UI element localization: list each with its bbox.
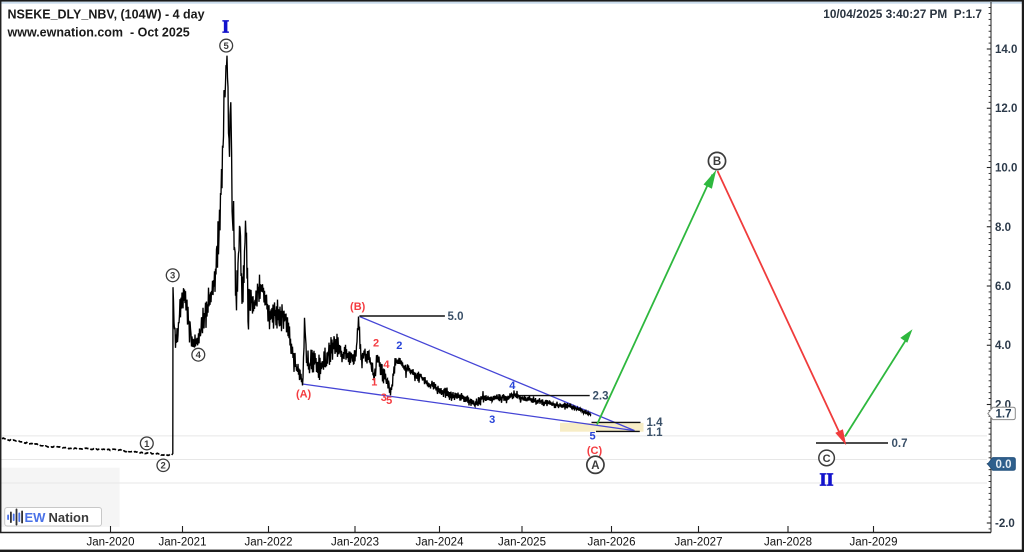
svg-text:2.3: 2.3 <box>593 391 609 403</box>
svg-text:5: 5 <box>386 395 392 407</box>
svg-text:1: 1 <box>371 377 377 389</box>
svg-text:I: I <box>222 17 229 37</box>
svg-text:2: 2 <box>161 461 166 472</box>
svg-text:4: 4 <box>383 359 390 371</box>
svg-text:NSEKE_DLY_NBV, (104W) - 4 day: NSEKE_DLY_NBV, (104W) - 4 day <box>8 8 205 22</box>
svg-text:Nation: Nation <box>49 510 90 525</box>
svg-text:Jan-2028: Jan-2028 <box>764 537 812 549</box>
svg-text:B: B <box>713 156 721 168</box>
svg-text:5.0: 5.0 <box>448 311 464 323</box>
svg-text:Jan-2025: Jan-2025 <box>498 537 546 549</box>
svg-text:3: 3 <box>381 392 387 404</box>
svg-text:www.ewnation.com - Oct 2025: www.ewnation.com - Oct 2025 <box>7 26 190 40</box>
svg-text:(B): (B) <box>350 301 366 313</box>
svg-text:1: 1 <box>144 439 150 450</box>
svg-text:8.0: 8.0 <box>995 222 1011 234</box>
svg-text:Jan-2029: Jan-2029 <box>850 537 898 549</box>
svg-text:10/04/2025 3:40:27 PM P:1.7: 10/04/2025 3:40:27 PM P:1.7 <box>823 7 982 21</box>
svg-text:2: 2 <box>396 340 402 352</box>
svg-text:II: II <box>819 470 833 490</box>
svg-text:1.7: 1.7 <box>996 408 1012 420</box>
svg-text:14.0: 14.0 <box>995 44 1017 56</box>
svg-text:6.0: 6.0 <box>995 281 1011 293</box>
svg-text:Jan-2024: Jan-2024 <box>416 537 465 549</box>
svg-text:Jan-2027: Jan-2027 <box>675 537 723 549</box>
svg-text:Jan-2022: Jan-2022 <box>245 537 293 549</box>
svg-text:0.0: 0.0 <box>996 459 1012 471</box>
svg-text:1.4: 1.4 <box>647 417 664 429</box>
svg-text:4: 4 <box>509 380 516 392</box>
svg-text:3: 3 <box>489 414 495 426</box>
svg-text:Jan-2026: Jan-2026 <box>588 537 636 549</box>
svg-text:1.1: 1.1 <box>647 427 664 439</box>
svg-text:Jan-2021: Jan-2021 <box>159 537 207 549</box>
svg-text:5: 5 <box>224 41 230 52</box>
svg-text:5: 5 <box>589 430 595 442</box>
svg-text:Jan-2023: Jan-2023 <box>331 537 379 549</box>
svg-text:C: C <box>823 453 831 465</box>
svg-text:2: 2 <box>373 338 379 350</box>
svg-text:Jan-2020: Jan-2020 <box>87 537 135 549</box>
svg-text:A: A <box>591 460 599 472</box>
svg-text:-2.0: -2.0 <box>995 518 1015 530</box>
svg-text:(C): (C) <box>587 445 603 457</box>
svg-text:10.0: 10.0 <box>995 163 1017 175</box>
svg-text:4.0: 4.0 <box>995 340 1011 352</box>
svg-text:12.0: 12.0 <box>995 103 1017 115</box>
svg-text:0.7: 0.7 <box>892 438 908 450</box>
svg-text:3: 3 <box>170 271 175 282</box>
svg-text:EW: EW <box>25 510 47 525</box>
svg-text:4: 4 <box>196 350 202 361</box>
svg-text:(A): (A) <box>296 388 312 400</box>
